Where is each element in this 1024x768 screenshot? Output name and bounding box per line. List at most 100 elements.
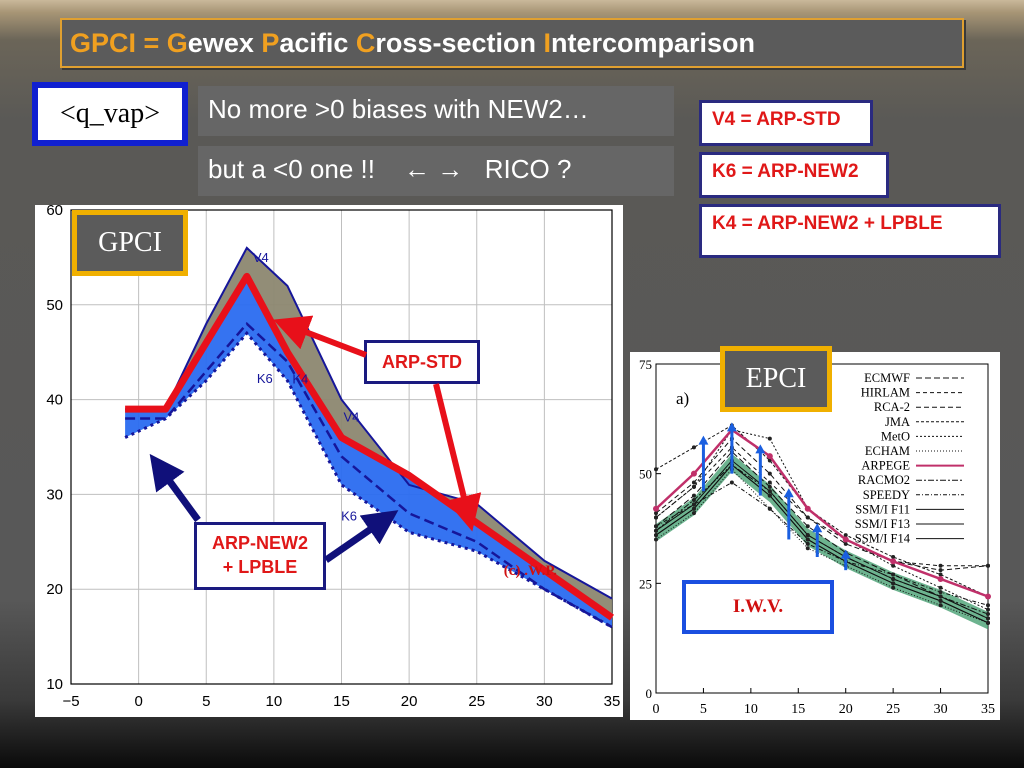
series-point	[805, 533, 810, 538]
series-point	[804, 505, 811, 512]
gpci-tag: GPCI	[72, 210, 188, 276]
series-point	[843, 533, 848, 538]
series-point	[690, 470, 697, 477]
series-point	[767, 436, 772, 441]
legend-entry: ECMWF	[864, 371, 910, 385]
x-tick-label: 10	[266, 693, 283, 710]
series-point	[654, 524, 658, 529]
series-line	[655, 424, 989, 597]
bias-arrowhead	[755, 444, 766, 454]
callout-new2-line1: ARP-NEW2	[211, 533, 308, 553]
region-label: (c) .W.P.	[504, 563, 557, 579]
series-point	[691, 506, 696, 511]
legend-entry: ARPEGE	[861, 459, 910, 473]
series-point	[985, 593, 991, 600]
series-line-k6	[124, 330, 613, 629]
title-part: G	[166, 28, 188, 58]
series-point	[767, 480, 772, 485]
series-point	[691, 497, 696, 502]
series-point	[767, 489, 772, 494]
series-point	[938, 594, 943, 599]
x-tick-label: 15	[333, 693, 350, 710]
x-tick-label: −5	[62, 693, 79, 710]
series-point	[654, 528, 658, 533]
series-point	[891, 585, 896, 590]
epci-chart: 0 5 10 15 20 25 30 35 0 25 50 75 a) ECMWFHIRLAMRCA-2J…	[639, 357, 995, 717]
x-tick-label: 5	[700, 702, 707, 717]
epci-plot-frame: 0 5 10 15 20 25 30 35 0 25 50 75 a) ECMWF HIRLAM RCA-2 J…	[630, 352, 1000, 720]
epci-tag: EPCI	[720, 346, 832, 412]
series-point	[691, 502, 696, 507]
series-point	[842, 536, 849, 543]
iwv-label: I.W.V.	[682, 580, 834, 634]
y-tick-label: 60	[46, 205, 63, 219]
legend-entry: SPEEDY	[863, 488, 910, 502]
y-tick-label: 20	[46, 581, 63, 598]
legend-entry: RCA-2	[874, 400, 910, 414]
bias-arrowhead	[812, 523, 823, 533]
series-point	[938, 603, 943, 608]
title-part: C	[355, 28, 376, 58]
legend-k6: K6 = ARP-NEW2	[699, 152, 889, 198]
y-tick-label: 75	[639, 357, 652, 372]
series-point	[691, 445, 696, 450]
series-point	[986, 620, 990, 625]
series-point	[986, 563, 990, 568]
note-line-1: No more >0 biases with NEW2…	[198, 86, 674, 136]
slide-title: GPCI = Gewex Pacific Cross-section Inter…	[60, 18, 964, 68]
series-point	[767, 506, 772, 511]
series-label-k6: K6	[341, 508, 357, 523]
y-tick-label: 50	[46, 297, 63, 314]
series-point	[654, 511, 658, 516]
series-point	[805, 537, 810, 542]
x-tick-label: 30	[536, 693, 553, 710]
title-part: ewex	[187, 28, 262, 58]
series-point	[890, 558, 897, 565]
x-tick-label: 0	[134, 693, 142, 710]
series-point	[891, 581, 896, 586]
series-point	[767, 493, 772, 498]
series-point	[654, 467, 658, 472]
x-tick-label: 10	[744, 702, 758, 717]
legend-entry: SSM/I F13	[855, 517, 910, 531]
series-line-k4	[125, 321, 613, 629]
y-tick-label: 25	[639, 576, 652, 591]
series-point	[767, 471, 772, 476]
bias-arrowhead	[698, 435, 709, 445]
series-point	[691, 511, 696, 516]
series-point	[891, 555, 896, 560]
legend-k4: K4 = ARP-NEW2 + LPBLE	[699, 204, 1001, 258]
series-point	[805, 515, 810, 520]
series-point	[729, 480, 734, 485]
x-tick-label: 25	[468, 693, 485, 710]
legend-v4: V4 = ARP-STD	[699, 100, 873, 146]
x-tick-label: 35	[981, 702, 995, 717]
series-point	[654, 537, 658, 542]
title-part: GPCI =	[70, 28, 167, 58]
y-tick-label: 0	[646, 686, 653, 701]
x-tick-label: 30	[934, 702, 948, 717]
x-tick-label: 20	[839, 702, 853, 717]
x-tick-label: 35	[604, 693, 621, 710]
series-point	[986, 607, 990, 612]
series-point	[691, 480, 696, 485]
x-tick-label: 0	[653, 702, 660, 717]
y-tick-label: 50	[639, 467, 652, 482]
title-part: ntercomparison	[551, 28, 756, 58]
callout-new2-line2: + LPBLE	[222, 557, 298, 577]
legend-entry: ECHAM	[865, 444, 910, 458]
arrows-icon: ← →	[403, 154, 464, 184]
bias-arrowhead	[726, 422, 737, 432]
series-point	[986, 612, 990, 617]
callout-arp-std: ARP-STD	[364, 340, 480, 384]
series-line	[655, 451, 989, 619]
series-point	[891, 576, 896, 581]
series-line	[655, 428, 989, 598]
x-tick-label: 15	[791, 702, 805, 717]
title-part: P	[261, 28, 280, 58]
legend-entry: HIRLAM	[861, 386, 910, 400]
gpci-chart: −5 0 5 10 15 20 25 30 35 10 20 30 40 50 60 V4 K6 K4 V4 K6 (c…	[46, 202, 621, 710]
x-tick-label: 5	[202, 693, 210, 710]
series-point	[938, 590, 943, 595]
variable-label-box: <q_vap>	[32, 82, 188, 146]
